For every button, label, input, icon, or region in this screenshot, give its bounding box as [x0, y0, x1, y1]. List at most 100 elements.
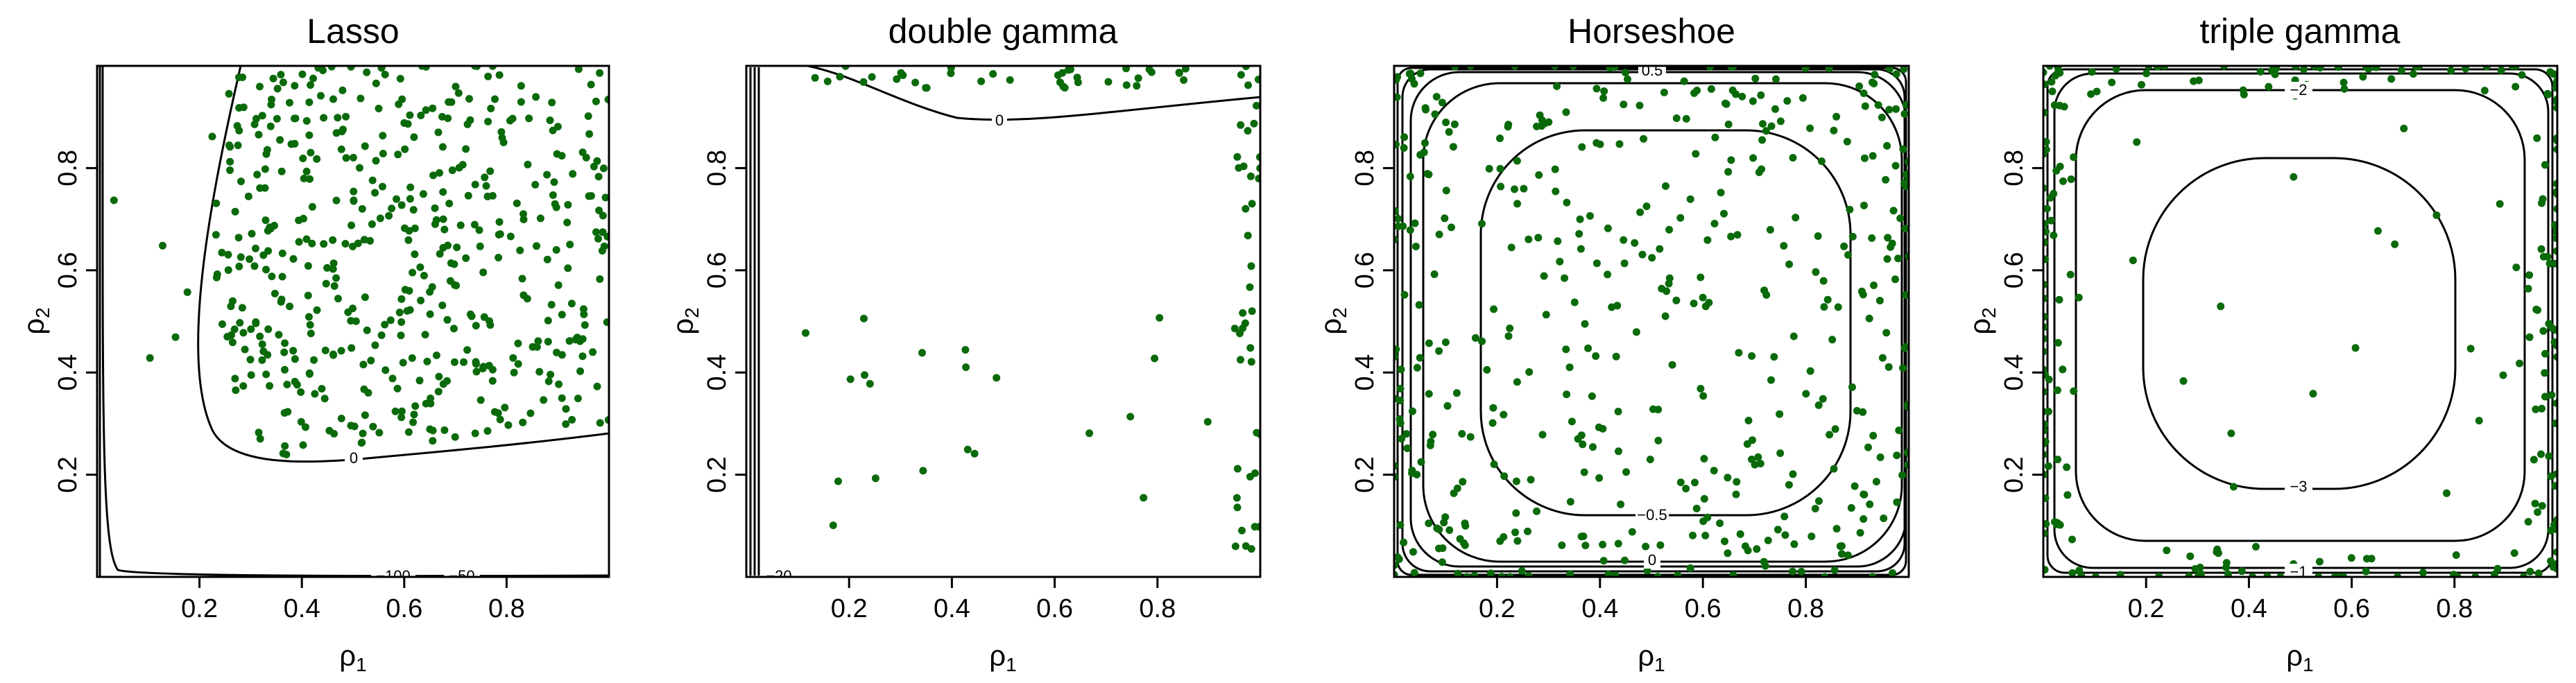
scatter-point: [2068, 569, 2077, 577]
scatter-point: [1762, 291, 1771, 299]
scatter-point: [329, 95, 337, 103]
scatter-point: [2541, 349, 2549, 358]
scatter-point: [1497, 182, 1505, 191]
scatter-point: [306, 321, 314, 329]
scatter-point: [394, 150, 402, 159]
scatter-point: [2043, 323, 2048, 331]
scatter-point: [2195, 76, 2203, 85]
scatter-point: [1748, 352, 1756, 360]
scatter-point: [334, 295, 342, 303]
plot-area: 0 −100 −50: [98, 66, 609, 577]
scatter-point: [2340, 85, 2349, 93]
scatter-point: [836, 73, 844, 81]
scatter-point: [520, 216, 528, 223]
scatter-point: [1461, 519, 1469, 528]
scatter-point: [2410, 70, 2417, 78]
scatter-point: [1868, 234, 1876, 242]
contour-label: −1: [2290, 563, 2307, 580]
scatter-point: [593, 382, 601, 390]
scatter-point: [558, 152, 566, 160]
scatter-point: [1869, 152, 1877, 160]
scatter-point: [1837, 550, 1846, 558]
scatter-point: [1615, 140, 1624, 148]
scatter-point: [1448, 223, 1455, 232]
scatter-point: [562, 405, 570, 413]
scatter-point: [1899, 364, 1907, 372]
scatter-point: [1236, 329, 1244, 338]
scatter-point: [283, 381, 291, 388]
scatter-point: [1853, 406, 1861, 415]
scatter-point: [1156, 313, 1164, 322]
scatter-point: [1248, 200, 1256, 208]
scatter-point: [2531, 499, 2539, 508]
scatter-point: [1892, 70, 1900, 78]
scatter-point: [2093, 87, 2101, 96]
scatter-point: [1811, 505, 1819, 512]
scatter-point: [426, 310, 434, 318]
scatter-point: [406, 195, 414, 203]
scatter-point: [868, 73, 876, 81]
scatter-point: [450, 260, 458, 268]
scatter-point: [1736, 530, 1744, 538]
scatter-point: [268, 273, 276, 281]
scatter-point: [279, 78, 287, 87]
scatter-point: [381, 320, 389, 329]
scatter-point: [428, 283, 436, 291]
scatter-point: [495, 218, 504, 226]
scatter-point: [360, 385, 368, 393]
scatter-point: [1247, 545, 1255, 553]
scatter-point: [1876, 453, 1884, 461]
scatter-point: [596, 69, 604, 77]
scatter-point: [1122, 81, 1131, 89]
scatter-point: [1727, 232, 1735, 241]
scatter-point: [1693, 87, 1701, 94]
scatter-point: [566, 241, 574, 249]
scatter-point: [2043, 529, 2048, 537]
y-tick-label: 0.8: [2000, 150, 2029, 187]
scatter-point: [295, 238, 303, 246]
scatter-point: [1883, 255, 1891, 263]
scatter-point: [1751, 74, 1760, 83]
scatter-point: [349, 304, 357, 313]
scatter-point: [2493, 564, 2502, 573]
scatter-point: [593, 157, 601, 165]
scatter-point: [1624, 75, 1631, 83]
scatter-point: [397, 318, 406, 326]
y-tick-label: 0.4: [703, 354, 732, 391]
scatter-point: [1575, 230, 1583, 238]
scatter-point: [1394, 73, 1402, 81]
scatter-point: [256, 184, 264, 192]
scatter-point: [2530, 456, 2538, 464]
scatter-point: [1430, 270, 1439, 278]
contour-line: [1422, 82, 1903, 563]
scatter-point: [297, 388, 305, 396]
scatter-point: [1458, 430, 1466, 438]
scatter-point: [2537, 245, 2545, 253]
scatter-point: [227, 302, 235, 311]
scatter-point: [404, 236, 413, 244]
scatter-point: [429, 426, 437, 435]
scatter-point: [1656, 541, 1665, 549]
scatter-point: [401, 145, 409, 153]
scatter-point: [1780, 512, 1789, 521]
scatter-point: [1735, 349, 1743, 357]
scatter-point: [405, 286, 413, 295]
scatter-point: [568, 415, 576, 424]
scatter-point: [253, 171, 261, 179]
scatter-point: [279, 449, 287, 458]
scatter-point: [1896, 214, 1905, 223]
scatter-point: [1658, 284, 1666, 293]
scatter-point: [314, 66, 323, 72]
scatter-point: [2043, 426, 2048, 435]
scatter-point: [1806, 367, 1814, 375]
scatter-point: [1423, 170, 1432, 178]
scatter-point: [1901, 225, 1909, 233]
scatter-point: [308, 202, 316, 211]
y-tick-label: 0.8: [703, 150, 732, 187]
scatter-point: [918, 349, 926, 357]
scatter-point: [2547, 526, 2555, 535]
y-axis: 0.2 0.4 0.6 0.8: [703, 150, 746, 493]
scatter-point: [1486, 569, 1495, 577]
scatter-point: [1733, 478, 1741, 486]
scatter-point: [422, 106, 430, 114]
